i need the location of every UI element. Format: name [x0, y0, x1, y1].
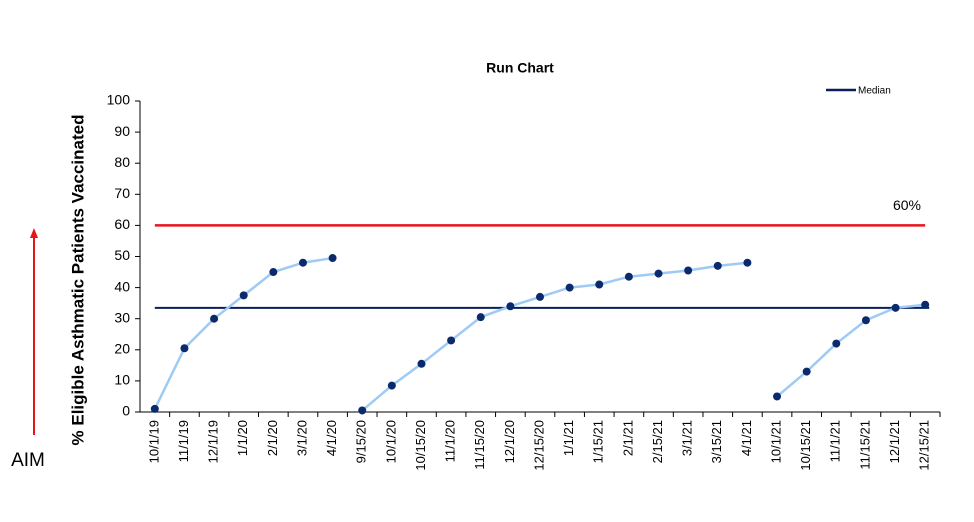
series-line — [361, 261, 748, 412]
data-point — [654, 269, 663, 278]
x-tick-label: 12/1/21 — [887, 420, 902, 463]
x-tick-label: 12/1/20 — [502, 420, 517, 463]
x-tick-label: 10/1/21 — [768, 420, 783, 463]
y-tick-label: 40 — [114, 278, 130, 294]
chart-title: Run Chart — [486, 60, 554, 76]
data-point — [595, 280, 604, 289]
x-tick-label: 11/15/20 — [472, 420, 487, 470]
data-point — [861, 316, 870, 325]
x-tick-label: 9/15/20 — [354, 420, 369, 463]
x-tick-label: 2/15/21 — [650, 420, 665, 463]
y-tick-label: 30 — [114, 309, 130, 325]
x-tick-label: 12/15/21 — [917, 420, 932, 471]
y-tick-label: 50 — [114, 247, 130, 263]
data-point — [476, 313, 485, 322]
y-tick-label: 20 — [114, 341, 130, 357]
data-point — [417, 359, 426, 368]
data-point — [180, 344, 189, 353]
x-tick-label: 11/15/21 — [857, 420, 872, 470]
x-tick-label: 11/1/19 — [176, 420, 191, 462]
data-point — [506, 302, 515, 311]
data-point — [565, 283, 574, 292]
data-point — [713, 261, 722, 270]
data-point — [891, 303, 900, 312]
y-tick-label: 100 — [107, 92, 131, 108]
data-point — [210, 314, 219, 323]
series-line — [153, 256, 333, 410]
x-tick-label: 11/1/20 — [443, 420, 458, 462]
y-tick-label: 0 — [122, 403, 130, 419]
x-tick-label: 10/1/19 — [146, 420, 161, 463]
x-tick-label: 12/15/20 — [531, 420, 546, 471]
data-point — [921, 300, 930, 309]
legend-label: Median — [858, 86, 891, 97]
aim-arrow-head — [30, 228, 38, 238]
data-point — [832, 339, 841, 348]
y-tick-label: 10 — [114, 372, 130, 388]
aim-label: AIM — [11, 450, 45, 471]
data-point — [624, 272, 633, 281]
x-tick-label: 10/15/21 — [798, 420, 813, 471]
x-tick-label: 3/1/20 — [294, 420, 309, 456]
data-point — [150, 404, 159, 413]
data-point — [298, 258, 307, 267]
data-point — [387, 381, 396, 390]
x-tick-label: 2/1/20 — [265, 420, 280, 456]
x-tick-label: 12/1/19 — [206, 420, 221, 463]
x-tick-label: 3/15/21 — [709, 420, 724, 463]
series-line — [776, 303, 926, 398]
data-point — [536, 292, 544, 301]
x-tick-label: 2/1/21 — [620, 420, 635, 456]
x-tick-label: 10/1/20 — [383, 420, 398, 463]
y-tick-label: 90 — [114, 123, 130, 139]
y-tick-label: 70 — [114, 185, 130, 201]
y-tick-label: 60 — [114, 216, 130, 232]
x-tick-label: 3/1/21 — [680, 420, 695, 456]
goal-label: 60% — [893, 197, 921, 213]
data-point — [802, 367, 811, 376]
x-tick-label: 1/1/20 — [235, 420, 250, 456]
y-axis-label: % Eligible Asthmatic Patients Vaccinated — [68, 115, 87, 446]
y-tick-label: 80 — [114, 154, 130, 170]
x-tick-label: 10/15/20 — [413, 420, 428, 471]
data-point — [358, 406, 367, 415]
data-point — [773, 392, 782, 401]
data-point — [269, 268, 278, 277]
x-tick-label: 11/1/21 — [828, 420, 843, 462]
data-point — [743, 258, 752, 267]
data-point — [239, 291, 248, 300]
x-tick-label: 4/1/20 — [324, 420, 339, 456]
data-point — [684, 266, 693, 275]
x-tick-label: 1/15/21 — [591, 420, 606, 463]
data-point — [328, 254, 337, 263]
x-tick-label: 1/1/21 — [561, 420, 576, 456]
data-point — [447, 336, 456, 345]
x-tick-label: 4/1/21 — [739, 420, 754, 456]
